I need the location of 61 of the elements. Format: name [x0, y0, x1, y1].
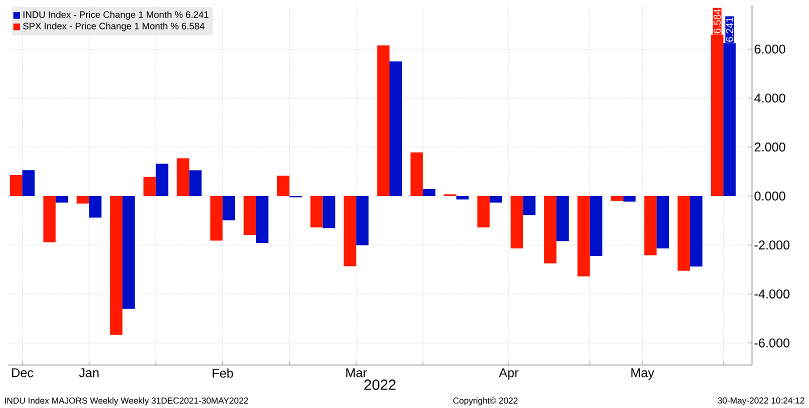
bar [456, 196, 469, 200]
bar [276, 176, 290, 196]
bar [477, 196, 490, 228]
bar [590, 196, 602, 256]
bar [577, 196, 590, 276]
bar [176, 158, 190, 196]
text: 30-May-2022 10:24:12 [718, 397, 804, 406]
bar [89, 196, 102, 218]
bar [76, 196, 90, 204]
y-tick-label: 4.000 [754, 94, 786, 103]
bar [310, 196, 323, 228]
data-label: 6.241 [726, 18, 734, 42]
bar [490, 196, 502, 203]
bar [56, 196, 68, 203]
bar [210, 196, 223, 241]
x-tick-label: May [631, 368, 654, 380]
bar [610, 196, 624, 201]
bar [122, 196, 135, 309]
bar [390, 61, 402, 196]
bar [322, 196, 336, 228]
x-tick-label: Feb [212, 368, 234, 378]
bar [344, 196, 356, 266]
text: INDU Index MAJORS Weekly Weekly 31DEC2021-30MAY2022 [5, 397, 248, 406]
bar [189, 170, 202, 196]
bar [678, 196, 690, 271]
data-label: 6.584 [714, 8, 721, 34]
legend-label: SPX Index - Price Change 1 Month % 6.584 [23, 22, 204, 32]
bar [556, 196, 569, 242]
legend-label: INDU Index - Price Change 1 Month % 6.241 [24, 11, 208, 20]
bar [110, 196, 122, 335]
bar [623, 196, 636, 202]
y-tick-label: 2.000 [754, 142, 786, 152]
x-tick-label: Jan [79, 368, 98, 378]
bar [244, 196, 256, 235]
bar [690, 196, 702, 267]
bar [377, 45, 390, 196]
bar [644, 196, 657, 256]
y-tick-label: 6.000 [754, 44, 786, 54]
bar [656, 196, 670, 248]
y-tick-label: 0.000 [754, 192, 786, 201]
bar [143, 176, 156, 196]
bar [523, 196, 536, 216]
bar [410, 152, 423, 196]
bar [222, 196, 236, 220]
y-tick-label: -6.000 [754, 338, 790, 348]
bar [510, 196, 524, 248]
bar [22, 170, 35, 196]
bar [544, 196, 556, 264]
bar [422, 188, 436, 196]
bar [10, 174, 22, 196]
x-tick-label: Mar [346, 368, 367, 378]
y-tick-label: -4.000 [754, 289, 790, 298]
bar [356, 196, 369, 246]
x-tick-label: Dec [12, 368, 34, 378]
bar [156, 164, 168, 196]
bar [43, 196, 56, 242]
x-tick-label: Apr [498, 368, 518, 380]
y-tick-label: -2.000 [754, 240, 790, 250]
text: Copyright© 2022 [453, 397, 518, 406]
bar [256, 196, 268, 244]
x-axis-title: 2022 [364, 380, 396, 390]
